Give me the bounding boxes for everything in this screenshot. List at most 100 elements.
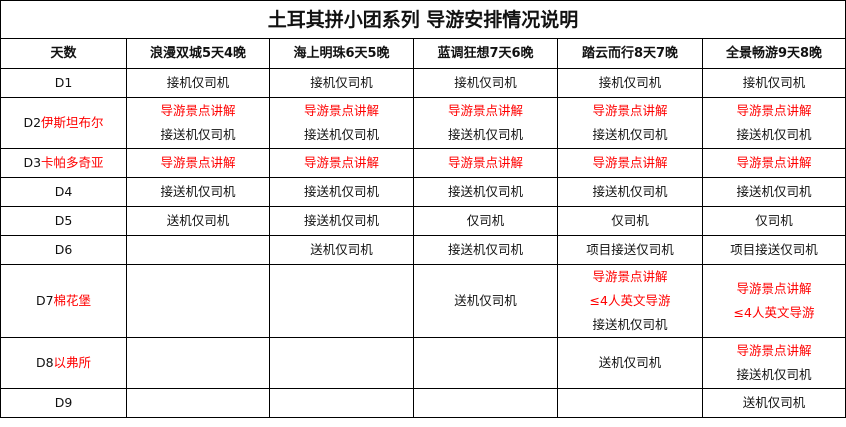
arrangement-line: 导游景点讲解 <box>160 103 236 118</box>
arrangement-cell: 接机仅司机 <box>702 68 846 98</box>
day-number: D5 <box>54 213 73 228</box>
header-package: 全景畅游9天8晚 <box>702 38 846 69</box>
arrangement-cell <box>269 337 414 389</box>
arrangement-line: 仅司机 <box>611 213 649 228</box>
arrangement-cell <box>269 264 414 338</box>
day-cell: D9 <box>0 388 127 418</box>
arrangement-line: 接机仅司机 <box>166 75 230 90</box>
table-row: D6 送机仅司机 接送机仅司机 项目接送仅司机 项目接送仅司机 <box>0 235 846 265</box>
arrangement-cell <box>126 388 270 418</box>
header-package: 蓝调狂想7天6晚 <box>413 38 558 69</box>
table-row: D1 接机仅司机 接机仅司机 接机仅司机 接机仅司机 接机仅司机 <box>0 68 846 98</box>
arrangement-cell <box>413 337 558 389</box>
arrangement-cell: 导游景点讲解 接送机仅司机 <box>126 97 270 149</box>
arrangement-line: 导游景点讲解 <box>736 281 812 296</box>
day-cell: D3卡帕多奇亚 <box>0 148 127 178</box>
table-row: D9 送机仅司机 <box>0 388 846 418</box>
day-number: D1 <box>54 75 73 90</box>
day-number: D8 <box>35 355 54 370</box>
arrangement-cell <box>126 235 270 265</box>
arrangement-cell <box>557 388 703 418</box>
arrangement-cell: 导游景点讲解 接送机仅司机 <box>413 97 558 149</box>
arrangement-cell: 导游景点讲解 <box>126 148 270 178</box>
day-number: D7 <box>35 293 54 308</box>
arrangement-line: 接送机仅司机 <box>447 242 523 257</box>
day-cell: D4 <box>0 177 127 207</box>
table-row: D2伊斯坦布尔 导游景点讲解 接送机仅司机 导游景点讲解 接送机仅司机 导游景点讲解 接送机… <box>0 97 846 149</box>
arrangement-line: ≤4人英文导游 <box>733 305 815 320</box>
arrangement-line: 接送机仅司机 <box>160 184 236 199</box>
arrangement-cell: 接送机仅司机 <box>702 177 846 207</box>
header-package: 踏云而行8天7晚 <box>557 38 703 69</box>
day-cell: D2伊斯坦布尔 <box>0 97 127 149</box>
arrangement-line: 接送机仅司机 <box>592 184 668 199</box>
table-row: D4 接送机仅司机 接送机仅司机 接送机仅司机 接送机仅司机 接送机仅司机 <box>0 177 846 207</box>
day-city: 棉花堡 <box>53 293 92 308</box>
arrangement-cell: 送机仅司机 <box>702 388 846 418</box>
arrangement-line: 项目接送仅司机 <box>586 242 674 257</box>
arrangement-line: 接机仅司机 <box>598 75 662 90</box>
arrangement-line: 送机仅司机 <box>742 395 806 410</box>
arrangement-line: 导游景点讲解 <box>303 103 379 118</box>
day-number: D3 <box>23 155 42 170</box>
arrangement-cell <box>269 388 414 418</box>
arrangement-line: 导游景点讲解 <box>736 103 812 118</box>
day-cell: D8以弗所 <box>0 337 127 389</box>
arrangement-line: 导游景点讲解 <box>160 155 236 170</box>
arrangement-cell: 项目接送仅司机 <box>557 235 703 265</box>
arrangement-line: 接送机仅司机 <box>736 127 812 142</box>
arrangement-cell: 导游景点讲解 接送机仅司机 <box>702 337 846 389</box>
arrangement-cell: 导游景点讲解 <box>557 148 703 178</box>
arrangement-cell: 导游景点讲解 ≤4人英文导游 接送机仅司机 <box>557 264 703 338</box>
arrangement-cell: 导游景点讲解 <box>413 148 558 178</box>
arrangement-cell: 接机仅司机 <box>126 68 270 98</box>
day-cell: D1 <box>0 68 127 98</box>
arrangement-line: ≤4人英文导游 <box>589 293 671 308</box>
arrangement-line: 接送机仅司机 <box>592 317 668 332</box>
table-row: D7棉花堡 送机仅司机 导游景点讲解 ≤4人英文导游 接送机仅司机 导游景点讲解 ≤4人英文… <box>0 264 846 338</box>
arrangement-cell: 项目接送仅司机 <box>702 235 846 265</box>
header-package: 浪漫双城5天4晚 <box>126 38 270 69</box>
arrangement-cell: 接送机仅司机 <box>557 177 703 207</box>
arrangement-line: 接机仅司机 <box>310 75 373 90</box>
arrangement-cell: 导游景点讲解 ≤4人英文导游 <box>702 264 846 338</box>
arrangement-cell: 导游景点讲解 <box>702 148 846 178</box>
arrangement-line: 仅司机 <box>755 213 793 228</box>
day-number: D4 <box>54 184 73 199</box>
arrangement-line: 接送机仅司机 <box>303 127 379 142</box>
arrangement-cell: 送机仅司机 <box>269 235 414 265</box>
day-number: D9 <box>54 395 73 410</box>
arrangement-line: 接送机仅司机 <box>447 184 523 199</box>
arrangement-cell: 接送机仅司机 <box>413 235 558 265</box>
arrangement-cell: 送机仅司机 <box>126 206 270 236</box>
arrangement-cell <box>413 388 558 418</box>
arrangement-cell: 接机仅司机 <box>557 68 703 98</box>
arrangement-line: 送机仅司机 <box>598 355 662 370</box>
page-title: 土耳其拼小团系列 导游安排情况说明 <box>0 0 846 39</box>
header-package: 海上明珠6天5晚 <box>269 38 414 69</box>
arrangement-line: 导游景点讲解 <box>592 103 668 118</box>
arrangement-cell: 接送机仅司机 <box>269 206 414 236</box>
day-cell: D6 <box>0 235 127 265</box>
arrangement-line: 接送机仅司机 <box>592 127 668 142</box>
arrangement-cell: 接送机仅司机 <box>413 177 558 207</box>
guide-arrangement-table: 土耳其拼小团系列 导游安排情况说明 天数 浪漫双城5天4晚 海上明珠6天5晚 蓝调狂想… <box>0 0 846 418</box>
arrangement-cell: 送机仅司机 <box>413 264 558 338</box>
table-row: D8以弗所 送机仅司机 导游景点讲解 接送机仅司机 <box>0 337 846 389</box>
arrangement-line: 导游景点讲解 <box>592 155 668 170</box>
day-city: 以弗所 <box>53 355 92 370</box>
arrangement-cell: 接机仅司机 <box>413 68 558 98</box>
arrangement-line: 接机仅司机 <box>454 75 517 90</box>
arrangement-cell <box>126 337 270 389</box>
day-city: 伊斯坦布尔 <box>41 115 104 130</box>
arrangement-cell: 导游景点讲解 接送机仅司机 <box>269 97 414 149</box>
arrangement-line: 导游景点讲解 <box>303 155 379 170</box>
table-row: D5 送机仅司机 接送机仅司机 仅司机 仅司机 仅司机 <box>0 206 846 236</box>
arrangement-cell: 仅司机 <box>557 206 703 236</box>
arrangement-line: 接送机仅司机 <box>447 127 523 142</box>
arrangement-line: 接送机仅司机 <box>160 127 236 142</box>
table-row: D3卡帕多奇亚 导游景点讲解 导游景点讲解 导游景点讲解 导游景点讲解 导游景点讲解 <box>0 148 846 178</box>
arrangement-line: 接送机仅司机 <box>736 184 812 199</box>
arrangement-line: 仅司机 <box>466 213 505 228</box>
table-body: D1 接机仅司机 接机仅司机 接机仅司机 接机仅司机 接机仅司机 D2伊斯坦布尔 导游景点讲解… <box>0 68 846 418</box>
